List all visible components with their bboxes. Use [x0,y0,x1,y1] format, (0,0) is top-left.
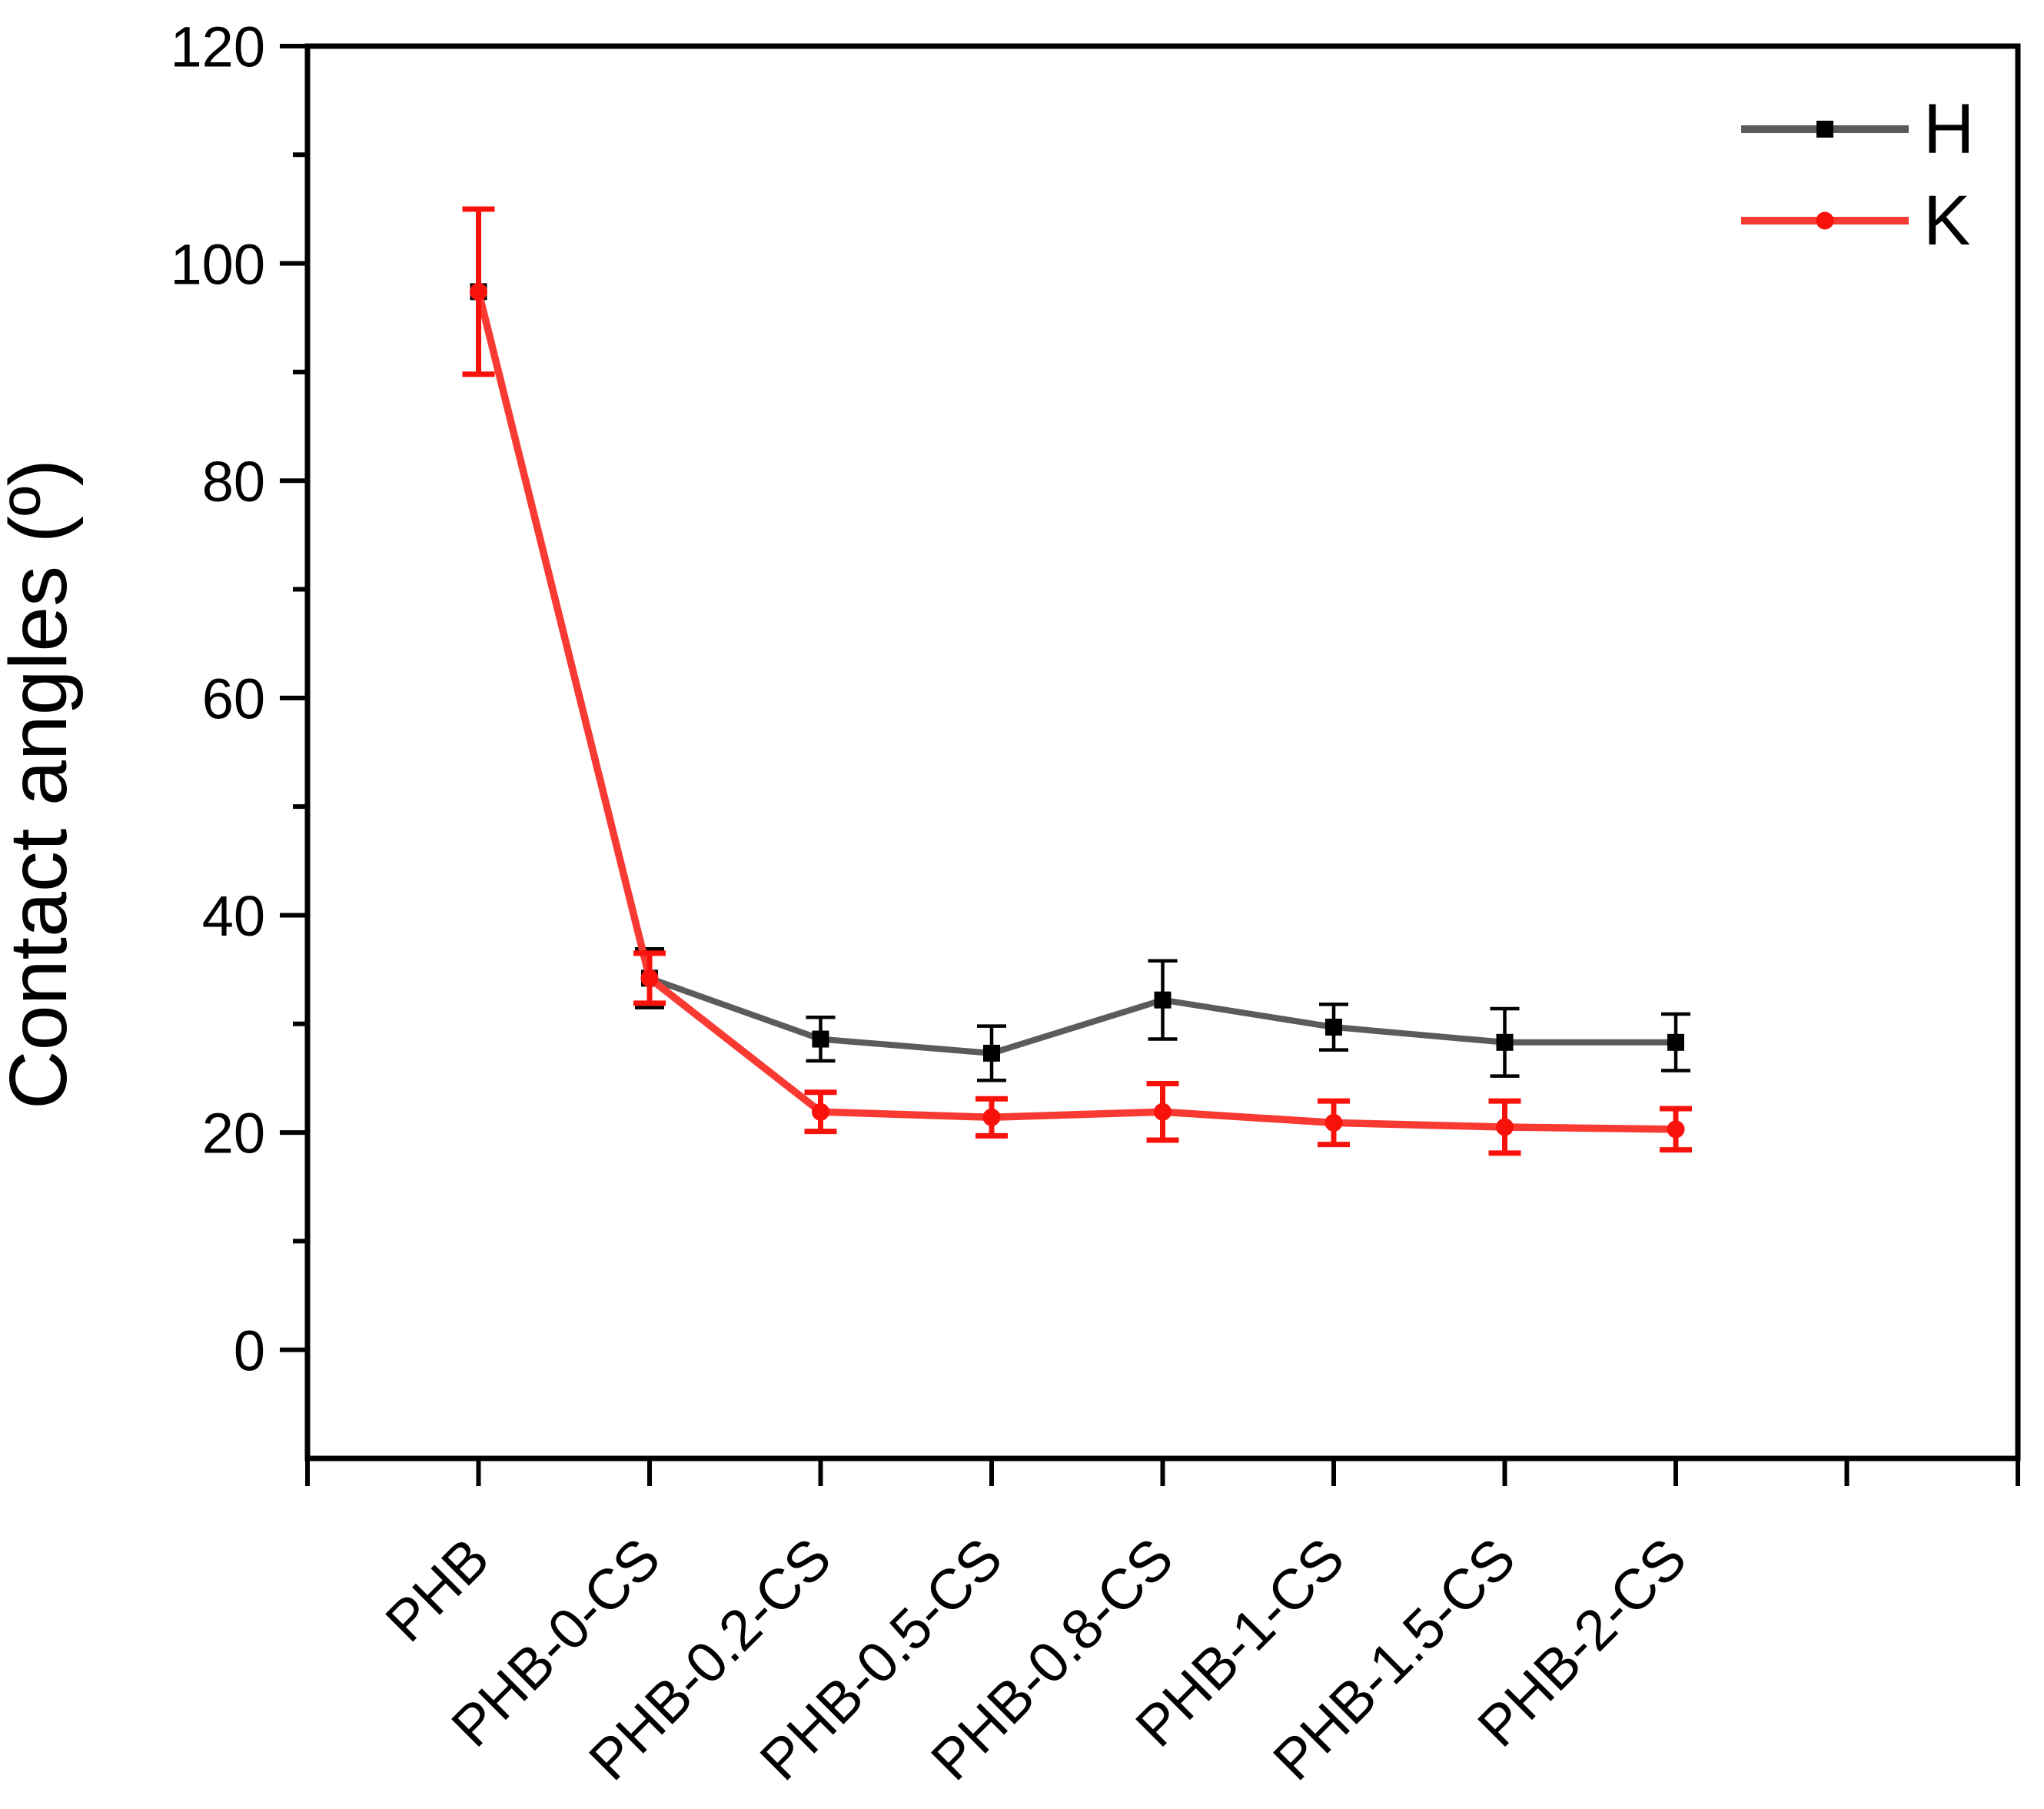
series-H-marker [1154,991,1172,1009]
legend-label-k: K [1923,181,1970,260]
y-tick-label: 120 [171,15,265,79]
series-K [462,206,1692,1156]
y-tick-label: 60 [202,667,265,730]
series-K-marker [1667,1120,1685,1139]
series-K-marker [812,1102,829,1121]
y-tick-label: 80 [202,450,265,514]
series-H-marker [983,1044,1000,1062]
series-K-marker [1496,1118,1514,1136]
series-K-line [474,291,1677,1133]
x-tick-label: PHB [374,1526,501,1654]
series-H-marker [812,1030,829,1048]
series-H-marker [1496,1033,1514,1051]
y-tick-label: 40 [202,884,265,948]
series-K-marker [470,282,487,301]
series-H [464,207,1690,1082]
series-H-marker [1667,1033,1684,1051]
series-H-marker [1325,1019,1342,1036]
y-tick-label: 0 [234,1319,265,1382]
y-tick-label: 20 [202,1102,265,1166]
series-H-line [475,291,1676,1056]
series-K-marker [982,1108,1001,1126]
series-K-marker [1154,1102,1172,1121]
series-K-marker [640,969,659,987]
y-tick-label: 100 [171,232,265,296]
series-K-marker [1324,1113,1343,1132]
legend-marker-H [1816,121,1833,138]
chart-root: 020406080100120PHBPHB-0-CSPHB-0.2-CSPHB-… [171,15,2021,1792]
legend-label-h: H [1923,90,1974,168]
plot-border [304,43,2021,1461]
y-axis-title: Contact angles (º) [0,459,84,1109]
legend-marker-K [1816,211,1834,230]
